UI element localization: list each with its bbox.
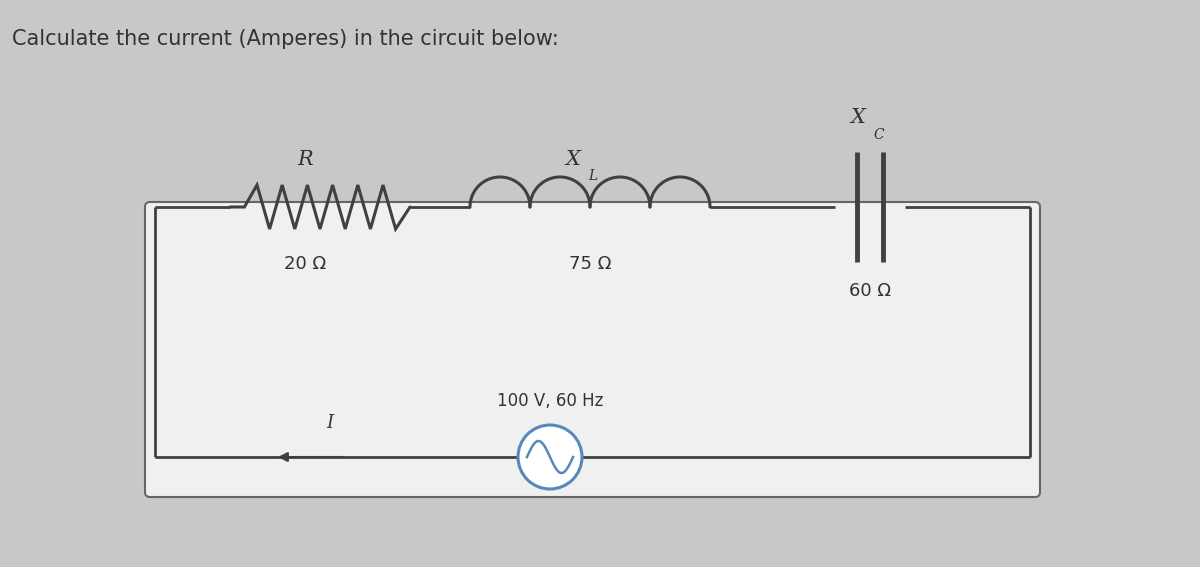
Text: X: X [565, 150, 580, 169]
Text: 100 V, 60 Hz: 100 V, 60 Hz [497, 392, 604, 410]
FancyBboxPatch shape [145, 202, 1040, 497]
Text: C: C [872, 128, 883, 142]
Text: 60 Ω: 60 Ω [848, 282, 890, 300]
Text: X: X [850, 108, 865, 127]
Text: 75 Ω: 75 Ω [569, 255, 611, 273]
Text: L: L [588, 169, 598, 183]
Text: 20 Ω: 20 Ω [284, 255, 326, 273]
Text: I: I [326, 414, 334, 432]
Circle shape [518, 425, 582, 489]
Text: R: R [298, 150, 313, 169]
Text: Calculate the current (Amperes) in the circuit below:: Calculate the current (Amperes) in the c… [12, 29, 559, 49]
